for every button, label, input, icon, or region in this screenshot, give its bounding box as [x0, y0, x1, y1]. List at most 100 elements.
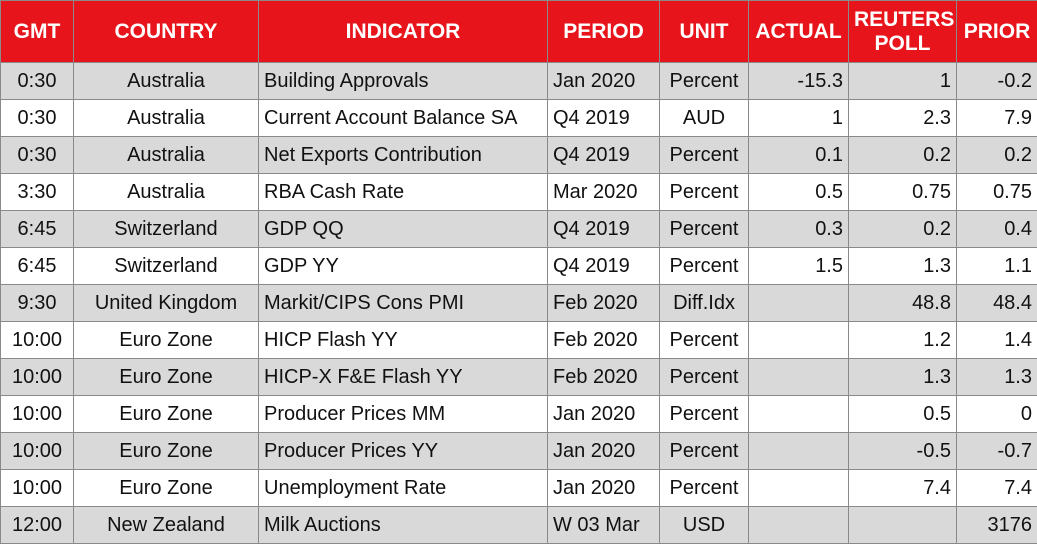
table-cell: Q4 2019 [548, 100, 660, 137]
table-cell: Australia [74, 174, 259, 211]
table-cell: Australia [74, 137, 259, 174]
table-cell: Jan 2020 [548, 470, 660, 507]
table-cell: Feb 2020 [548, 359, 660, 396]
table-cell: New Zealand [74, 507, 259, 544]
column-header: COUNTRY [74, 1, 259, 63]
table-cell: 1.4 [957, 322, 1037, 359]
table-cell: Unemployment Rate [259, 470, 548, 507]
table-cell: Percent [660, 174, 749, 211]
table-cell: 0.5 [849, 396, 957, 433]
table-cell: Jan 2020 [548, 433, 660, 470]
table-cell: 7.4 [957, 470, 1037, 507]
table-cell: -0.2 [957, 63, 1037, 100]
table-cell: Euro Zone [74, 359, 259, 396]
column-header: PRIOR [957, 1, 1037, 63]
table-cell: Euro Zone [74, 433, 259, 470]
table-cell [749, 433, 849, 470]
table-cell: -0.7 [957, 433, 1037, 470]
table-cell: 12:00 [1, 507, 74, 544]
table-cell [749, 285, 849, 322]
table-cell: HICP Flash YY [259, 322, 548, 359]
column-header: REUTERS POLL [849, 1, 957, 63]
table-cell: 0:30 [1, 63, 74, 100]
table-cell: 1 [849, 63, 957, 100]
table-cell: 0.75 [957, 174, 1037, 211]
table-cell: 48.4 [957, 285, 1037, 322]
table-cell: Australia [74, 63, 259, 100]
table-cell: Euro Zone [74, 322, 259, 359]
table-cell: 1.3 [849, 248, 957, 285]
table-cell: Q4 2019 [548, 137, 660, 174]
table-cell: 48.8 [849, 285, 957, 322]
table-cell: Producer Prices MM [259, 396, 548, 433]
table-cell: 0.5 [749, 174, 849, 211]
table-cell: 3:30 [1, 174, 74, 211]
table-cell: RBA Cash Rate [259, 174, 548, 211]
table-cell: GDP YY [259, 248, 548, 285]
table-cell: 7.4 [849, 470, 957, 507]
table-cell: Percent [660, 248, 749, 285]
table-cell: 1.3 [849, 359, 957, 396]
table-cell: Markit/CIPS Cons PMI [259, 285, 548, 322]
table-cell: Mar 2020 [548, 174, 660, 211]
table-cell: Percent [660, 322, 749, 359]
table-cell: GDP QQ [259, 211, 548, 248]
table-cell: 0:30 [1, 100, 74, 137]
table-cell: 1.5 [749, 248, 849, 285]
table-cell: Jan 2020 [548, 396, 660, 433]
table-cell: 0.2 [849, 137, 957, 174]
column-header: UNIT [660, 1, 749, 63]
table-cell: 9:30 [1, 285, 74, 322]
table-cell: Feb 2020 [548, 285, 660, 322]
table-cell [749, 322, 849, 359]
table-cell [749, 507, 849, 544]
table-cell: 0.3 [749, 211, 849, 248]
table-cell [749, 470, 849, 507]
table-cell: 10:00 [1, 433, 74, 470]
table-cell: Percent [660, 137, 749, 174]
table-cell: Switzerland [74, 248, 259, 285]
table-cell: 0.2 [957, 137, 1037, 174]
table-cell: AUD [660, 100, 749, 137]
table-cell: Jan 2020 [548, 63, 660, 100]
table-cell [749, 359, 849, 396]
table-cell: Switzerland [74, 211, 259, 248]
table-cell: 3176 [957, 507, 1037, 544]
table-cell: Percent [660, 63, 749, 100]
table-cell: 0:30 [1, 137, 74, 174]
table-cell: Percent [660, 433, 749, 470]
table-cell: 0.1 [749, 137, 849, 174]
table-cell: Q4 2019 [548, 211, 660, 248]
column-header: GMT [1, 1, 74, 63]
table-cell: W 03 Mar [548, 507, 660, 544]
table-cell: 1.2 [849, 322, 957, 359]
table-cell [749, 396, 849, 433]
table-cell: 10:00 [1, 396, 74, 433]
table-cell: Feb 2020 [548, 322, 660, 359]
table-cell [849, 507, 957, 544]
table-cell: 0.2 [849, 211, 957, 248]
table-cell: -15.3 [749, 63, 849, 100]
table-cell: Building Approvals [259, 63, 548, 100]
table-cell: Milk Auctions [259, 507, 548, 544]
table-cell: Percent [660, 470, 749, 507]
table-cell: 0 [957, 396, 1037, 433]
table-cell: 6:45 [1, 248, 74, 285]
column-header: INDICATOR [259, 1, 548, 63]
table-cell: 0.4 [957, 211, 1037, 248]
table-cell: 1 [749, 100, 849, 137]
